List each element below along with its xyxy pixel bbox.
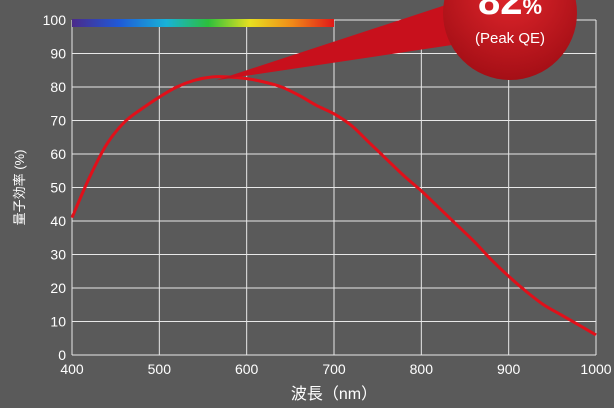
x-tick-label: 600: [235, 361, 259, 377]
x-tick-label: 900: [497, 361, 521, 377]
peak-callout: 82% (Peak QE): [216, 0, 577, 81]
y-tick-label: 0: [58, 347, 66, 363]
x-tick-label: 500: [148, 361, 172, 377]
series-layer: [70, 75, 597, 337]
peak-badge: [443, 0, 577, 80]
y-tick-label: 90: [50, 46, 66, 62]
peak-label: (Peak QE): [475, 30, 545, 47]
y-tick-label: 10: [50, 314, 66, 330]
y-tick-label: 70: [50, 113, 66, 129]
y-tick-label: 60: [50, 146, 66, 162]
y-tick-label: 100: [43, 12, 67, 28]
x-tick-label: 1000: [580, 361, 611, 377]
callout-pointer: [216, 0, 492, 81]
x-tick-label: 800: [410, 361, 434, 377]
y-tick-label: 40: [50, 213, 66, 229]
x-tick-label: 400: [60, 361, 84, 377]
axis-ticks: 0 10 20 30 40 50 60 70 80 90 100 400 500 600 700 800 900…: [43, 12, 612, 377]
spectrum-band: [72, 19, 334, 27]
y-tick-label: 80: [50, 79, 66, 95]
y-tick-label: 30: [50, 247, 66, 263]
y-tick-label: 50: [50, 180, 66, 196]
y-tick-label: 20: [50, 280, 66, 296]
y-axis-label: 量子効率 (%): [12, 150, 27, 226]
qe-series-line: [70, 75, 597, 337]
x-tick-label: 700: [322, 361, 346, 377]
x-axis-label: 波長（nm）: [291, 385, 377, 403]
peak-value: 82%: [478, 0, 542, 23]
